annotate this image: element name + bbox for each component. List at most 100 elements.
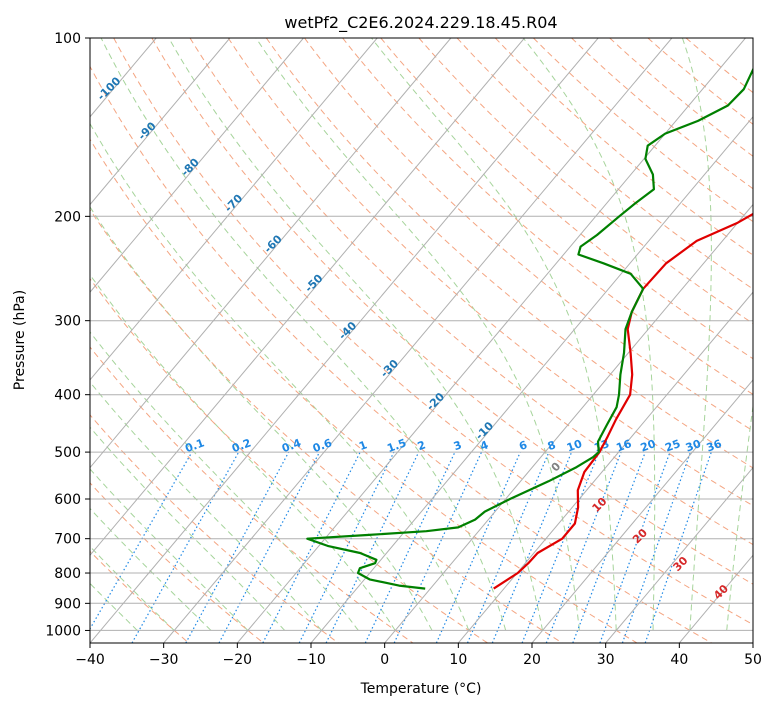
- isotherm-line: [90, 38, 525, 557]
- mixing-ratio-label: 8: [546, 438, 558, 453]
- mixing-ratio-line: [572, 451, 646, 643]
- mixing-ratio-label: 20: [639, 437, 658, 455]
- dry-adiabat: [571, 38, 753, 190]
- dry-adiabat: [342, 38, 753, 395]
- mixing-ratio-label: 0.2: [230, 436, 253, 455]
- isotherm-line: [90, 38, 304, 293]
- y-tick-label: 300: [54, 314, 81, 330]
- y-tick-label: 500: [54, 445, 81, 461]
- dry-adiabat: [304, 38, 753, 432]
- moist-adiabat: [168, 38, 543, 631]
- isotherm-line: [236, 38, 746, 643]
- dry-adiabat: [647, 38, 753, 125]
- moist-adiabat: [90, 273, 396, 631]
- dry-adiabat: [90, 550, 190, 643]
- mixing-ratio-line: [644, 451, 712, 643]
- y-tick-label: 1000: [45, 623, 81, 639]
- dry-adiabat: [151, 38, 753, 585]
- x-tick-label: 30: [597, 652, 615, 668]
- moist-adiabat: [90, 426, 286, 631]
- dry-adiabat: [418, 38, 753, 325]
- x-tick-label: 10: [449, 652, 467, 668]
- dry-adiabat: [90, 277, 488, 643]
- dry-adiabat-label: -100: [95, 74, 124, 103]
- mixing-ratio-label: 30: [684, 437, 703, 455]
- isotherm-line: [531, 379, 753, 643]
- mixing-ratio-label: 0.4: [280, 436, 303, 455]
- moist-adiabat: [255, 38, 580, 631]
- dry-adiabat: [90, 208, 563, 643]
- plot-area: -100-90-80-70-60-50-40-30-20-10010203040…: [0, 38, 753, 643]
- isotherm-line: [752, 642, 753, 643]
- dry-adiabat: [90, 346, 414, 643]
- x-tick-label: −40: [75, 652, 105, 668]
- mixing-ratio-line: [545, 451, 622, 643]
- moist-adiabat: [100, 38, 507, 631]
- plot-frame: [89, 37, 754, 644]
- isotherm-line: [457, 291, 753, 643]
- isotherm-line: [90, 38, 378, 381]
- moist-adiabat: [90, 468, 249, 631]
- chart-title: wetPf2_C2E6.2024.229.18.45.R04: [284, 13, 557, 33]
- isotherm-line: [605, 466, 753, 643]
- y-tick-label: 800: [54, 566, 81, 582]
- dry-adiabat: [609, 38, 753, 157]
- y-tick-label: 100: [54, 31, 81, 47]
- mixing-ratio-line: [90, 451, 193, 630]
- moist-adiabat: [522, 38, 656, 631]
- isotherm-line: [0, 38, 9, 643]
- dry-adiabat: [685, 38, 753, 94]
- mixing-ratio-label: 0.1: [183, 436, 206, 455]
- dry-adiabat: [90, 482, 264, 643]
- dry-adiabat: [227, 38, 753, 507]
- moist-adiabat: [90, 122, 470, 631]
- x-tick-label: 50: [744, 652, 762, 668]
- mixing-ratio-label: 2: [416, 438, 428, 453]
- moist-adiabat-label: 20: [630, 526, 650, 546]
- mixing-ratio-label: 0.6: [311, 436, 334, 455]
- isotherm-line: [90, 38, 452, 469]
- dry-adiabat-label: -90: [136, 119, 159, 142]
- dry-adiabat-label: -40: [336, 319, 359, 342]
- mixing-ratio-label: 16: [614, 437, 633, 455]
- mixing-ratio-label: 10: [565, 437, 584, 455]
- moist-adiabat: [371, 38, 617, 631]
- dry-adiabat-label: -70: [222, 191, 245, 214]
- moist-adiabat: [90, 331, 359, 631]
- mixing-ratio-label: 1: [357, 438, 369, 453]
- mixing-ratio-line: [491, 451, 573, 643]
- dry-adiabat-label: -30: [378, 357, 401, 380]
- y-tick-label: 400: [54, 388, 81, 404]
- y-tick-label: 700: [54, 532, 81, 548]
- x-tick-label: −20: [223, 652, 253, 668]
- temperature-profile: [493, 212, 753, 590]
- dry-adiabat: [380, 38, 753, 360]
- moist-adiabat: [90, 507, 212, 631]
- dry-adiabat-label: -80: [179, 156, 202, 179]
- moist-adiabat: [681, 38, 712, 631]
- mixing-ratio-label: 3: [452, 438, 464, 453]
- moist-adiabat-label: 30: [671, 554, 691, 574]
- dry-adiabat: [90, 414, 339, 643]
- isotherm-line: [678, 554, 753, 643]
- dewpoint-profile: [306, 67, 753, 590]
- isotherm-line: [384, 203, 753, 643]
- x-tick-label: −30: [149, 652, 179, 668]
- mixing-ratio-line: [364, 451, 456, 643]
- dry-adiabat: [456, 38, 753, 290]
- mixing-ratio-line: [393, 451, 483, 643]
- mixing-ratio-label: 6: [517, 438, 529, 453]
- mixing-ratio-line: [599, 451, 671, 643]
- y-tick-label: 200: [54, 209, 81, 225]
- mixing-ratio-line: [521, 451, 600, 643]
- y-tick-label: 600: [54, 492, 81, 508]
- isotherm-line: [310, 116, 753, 643]
- axis-ticks: −40 −30 −20 −10 0 10 20 30 40 5010020030040050060…: [45, 31, 762, 668]
- x-tick-label: 20: [523, 652, 541, 668]
- mixing-ratio-line: [298, 451, 395, 643]
- moist-adiabat: [726, 402, 753, 631]
- dry-adiabat: [189, 38, 753, 546]
- dry-adiabat-label: -20: [424, 390, 447, 413]
- mixing-ratio-line: [325, 451, 420, 643]
